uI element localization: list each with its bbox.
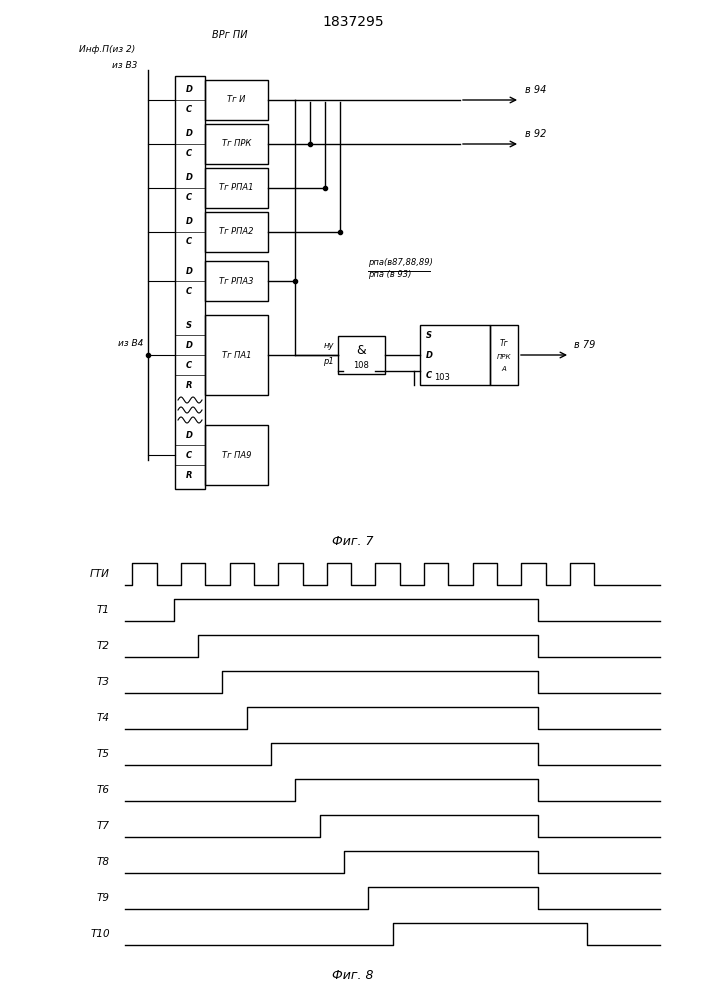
Text: ну: ну bbox=[324, 342, 334, 351]
Text: C: C bbox=[186, 286, 192, 296]
Text: из В3: из В3 bbox=[112, 60, 137, 70]
Text: C: C bbox=[186, 105, 192, 114]
Text: 108: 108 bbox=[354, 361, 370, 370]
Text: рпа (в 93): рпа (в 93) bbox=[368, 270, 411, 279]
Text: Тг И: Тг И bbox=[228, 96, 246, 104]
Text: в 94: в 94 bbox=[525, 85, 547, 95]
Bar bbox=[338, 336, 385, 374]
Bar bbox=[205, 261, 268, 301]
Text: R: R bbox=[186, 380, 192, 389]
Text: D: D bbox=[185, 266, 192, 275]
Text: Т5: Т5 bbox=[97, 749, 110, 759]
Text: Т9: Т9 bbox=[97, 893, 110, 903]
Text: D: D bbox=[185, 86, 192, 95]
Text: Т2: Т2 bbox=[97, 641, 110, 651]
Text: C: C bbox=[186, 237, 192, 246]
Text: Т1: Т1 bbox=[97, 605, 110, 615]
Text: в 79: в 79 bbox=[574, 340, 595, 350]
Text: R: R bbox=[186, 471, 192, 480]
Text: C: C bbox=[186, 360, 192, 369]
Text: S: S bbox=[186, 320, 192, 330]
Text: Тг РПА1: Тг РПА1 bbox=[219, 184, 254, 192]
Bar bbox=[205, 315, 268, 395]
Bar bbox=[205, 168, 268, 208]
Text: р1: р1 bbox=[323, 357, 334, 365]
Text: Т8: Т8 bbox=[97, 857, 110, 867]
Text: Фиг. 8: Фиг. 8 bbox=[332, 969, 374, 982]
Text: Т10: Т10 bbox=[90, 929, 110, 939]
Text: Т6: Т6 bbox=[97, 785, 110, 795]
Text: 1837295: 1837295 bbox=[322, 15, 384, 29]
Bar bbox=[205, 212, 268, 252]
Text: D: D bbox=[185, 340, 192, 350]
Text: C: C bbox=[186, 149, 192, 158]
Bar bbox=[420, 325, 490, 385]
Text: C: C bbox=[426, 370, 432, 379]
Bar bbox=[205, 425, 268, 485]
Text: рпа(в87,88,89): рпа(в87,88,89) bbox=[368, 258, 433, 267]
Text: из В4: из В4 bbox=[117, 338, 143, 348]
Text: Т3: Т3 bbox=[97, 677, 110, 687]
Text: C: C bbox=[186, 450, 192, 460]
Text: Тг: Тг bbox=[500, 338, 508, 348]
Text: 103: 103 bbox=[434, 372, 450, 381]
Text: ПРК: ПРК bbox=[497, 354, 511, 360]
Text: Тг РПА2: Тг РПА2 bbox=[219, 228, 254, 236]
Text: D: D bbox=[185, 129, 192, 138]
Text: Т4: Т4 bbox=[97, 713, 110, 723]
Text: Тг ПРК: Тг ПРК bbox=[222, 139, 251, 148]
Bar bbox=[205, 124, 268, 164]
Text: Тг ПА1: Тг ПА1 bbox=[222, 351, 251, 360]
Text: D: D bbox=[185, 218, 192, 227]
Text: D: D bbox=[185, 174, 192, 182]
Text: Т7: Т7 bbox=[97, 821, 110, 831]
Bar bbox=[175, 76, 205, 489]
Text: Тг ПА9: Тг ПА9 bbox=[222, 450, 251, 460]
Text: Тг РПА3: Тг РПА3 bbox=[219, 276, 254, 286]
Text: C: C bbox=[186, 194, 192, 202]
Text: в 92: в 92 bbox=[525, 129, 547, 139]
Text: D: D bbox=[426, 351, 433, 360]
Text: Инф.П(из 2): Инф.П(из 2) bbox=[78, 45, 135, 54]
Text: Фиг. 7: Фиг. 7 bbox=[332, 535, 374, 548]
Text: ГТИ: ГТИ bbox=[90, 569, 110, 579]
Text: ВРг ПИ: ВРг ПИ bbox=[212, 30, 247, 40]
Bar bbox=[205, 80, 268, 120]
Text: А: А bbox=[502, 366, 506, 372]
Text: S: S bbox=[426, 330, 432, 340]
Text: &: & bbox=[356, 344, 366, 357]
Text: D: D bbox=[185, 430, 192, 440]
Bar bbox=[490, 325, 518, 385]
